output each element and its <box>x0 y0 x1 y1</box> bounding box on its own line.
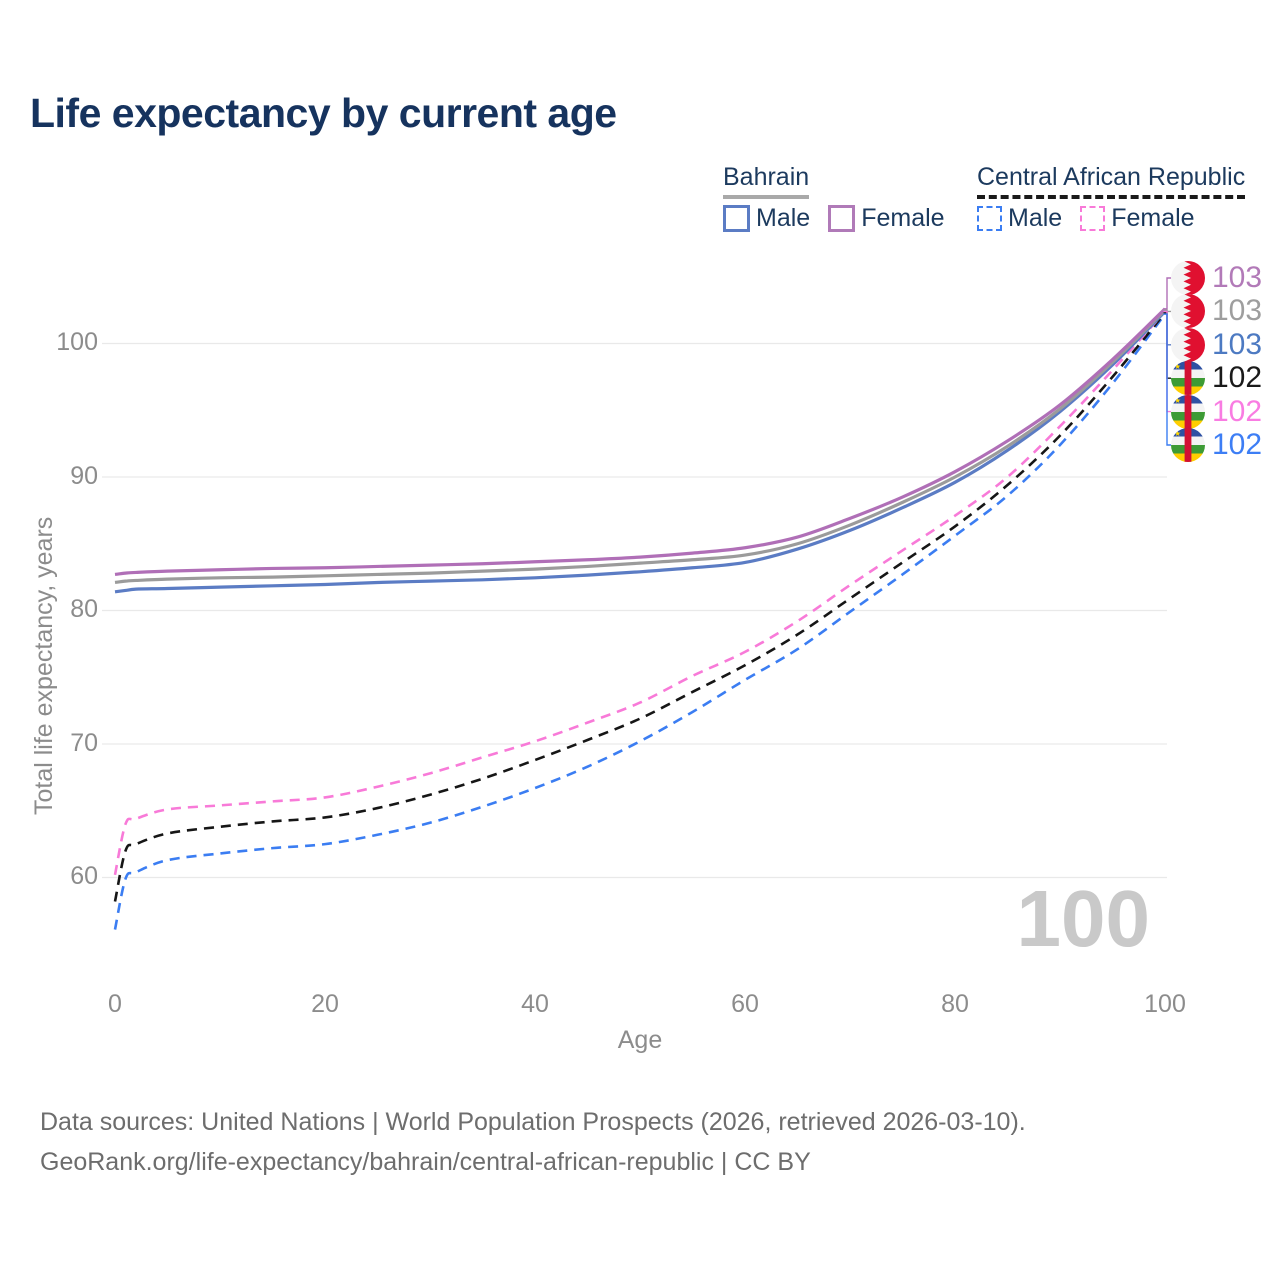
bahrain-male-swatch-icon <box>723 205 750 232</box>
line-bahrain-total <box>114 308 1167 585</box>
legend-item-car-female[interactable]: Female <box>1080 204 1195 233</box>
connector-line <box>1163 312 1171 379</box>
bahrain-flag-icon <box>1171 328 1205 362</box>
end-label-value: 103 <box>1212 328 1263 361</box>
legend-item-label: Male <box>756 204 811 232</box>
legend-row-central-african-republic: Male Female <box>977 204 1195 233</box>
line-central-african-republic-female <box>113 310 1166 876</box>
end-label-bahrain-total: 103 <box>1171 294 1262 328</box>
chart-series <box>113 307 1167 930</box>
connector-line <box>1163 313 1171 446</box>
bahrain-flag-icon <box>1171 261 1205 295</box>
bahrain-flag-icon <box>1171 294 1205 328</box>
connector-line <box>1163 277 1171 310</box>
connector-line <box>1163 310 1171 413</box>
legend-item-car-male[interactable]: Male <box>977 204 1062 233</box>
end-label-value: 103 <box>1212 261 1263 294</box>
central-african-republic-flag-icon <box>1171 361 1205 395</box>
central-african-republic-flag-icon <box>1171 395 1205 429</box>
connector-line <box>1163 310 1171 346</box>
end-label-value: 102 <box>1212 361 1263 394</box>
line-central-african-republic-male <box>113 313 1167 930</box>
car-female-swatch-icon <box>1080 206 1106 231</box>
x-tick: 100 <box>1144 990 1186 1018</box>
legend-group-central-african-republic: Central African Republic <box>977 163 1246 199</box>
bahrain-female-swatch-icon <box>828 205 856 232</box>
legend-item-bahrain-female[interactable]: Female <box>828 204 945 233</box>
line-bahrain-female <box>114 307 1167 577</box>
y-tick: 90 <box>70 462 98 490</box>
x-tick: 20 <box>311 990 339 1018</box>
line-central-african-republic-total <box>113 311 1167 902</box>
legend-item-bahrain-male[interactable]: Male <box>723 204 810 233</box>
x-axis-title: Age <box>617 1026 663 1054</box>
end-label-car-male: 102 <box>1171 428 1262 462</box>
end-label-connectors <box>1163 277 1171 446</box>
attribution-url-text: GeoRank.org/life-expectancy/bahrain/cent… <box>40 1148 811 1176</box>
watermark-age-100: 100 <box>1017 874 1150 963</box>
end-label-value: 102 <box>1212 395 1263 428</box>
end-label-car-female: 102 <box>1171 395 1262 429</box>
connector-line <box>1163 309 1171 313</box>
gridlines <box>102 342 1167 879</box>
legend-item-label: Female <box>1111 204 1195 232</box>
legend-item-label: Female <box>861 204 945 232</box>
x-tick: 0 <box>108 990 122 1018</box>
y-tick: 80 <box>70 595 98 623</box>
y-tick: 100 <box>56 328 98 356</box>
x-tick: 80 <box>941 990 969 1018</box>
x-tick: 60 <box>731 990 759 1018</box>
end-label-bahrain-female: 103 <box>1171 261 1262 295</box>
end-label-value: 103 <box>1212 294 1263 327</box>
y-tick: 60 <box>70 862 98 890</box>
legend-item-label: Male <box>1008 204 1063 232</box>
line-bahrain-male <box>114 310 1167 594</box>
chart-title: Life expectancy by current age <box>30 90 617 136</box>
end-label-value: 102 <box>1212 428 1263 461</box>
y-axis-title: Total life expectancy, years <box>30 516 58 815</box>
data-sources-text: Data sources: United Nations | World Pop… <box>40 1108 1026 1136</box>
car-male-swatch-icon <box>977 206 1002 231</box>
central-african-republic-flag-icon <box>1171 428 1205 462</box>
y-tick: 70 <box>70 729 98 757</box>
legend-row-bahrain: Male Female <box>723 204 945 233</box>
x-tick: 40 <box>521 990 549 1018</box>
legend-group-bahrain: Bahrain <box>723 163 810 199</box>
end-label-car-total: 102 <box>1171 361 1262 395</box>
end-label-bahrain-male: 103 <box>1171 328 1262 362</box>
